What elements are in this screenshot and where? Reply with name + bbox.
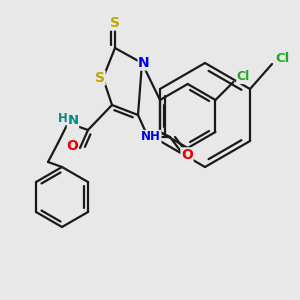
Text: Cl: Cl [237,70,250,83]
Text: N: N [138,56,150,70]
Text: Cl: Cl [275,52,289,65]
Text: N: N [68,115,79,128]
Text: O: O [66,139,78,153]
Text: O: O [181,148,193,162]
Text: NH: NH [141,130,161,143]
Text: S: S [95,71,105,85]
Text: H: H [58,112,68,124]
Text: S: S [110,16,120,30]
